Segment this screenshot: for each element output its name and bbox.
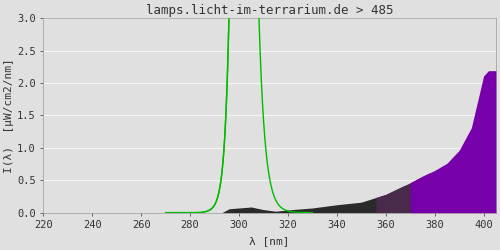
Y-axis label: I(λ)  [μW/cm2/nm]: I(λ) [μW/cm2/nm] [4, 58, 14, 173]
X-axis label: λ [nm]: λ [nm] [250, 236, 290, 246]
Title: lamps.licht-im-terrarium.de > 485: lamps.licht-im-terrarium.de > 485 [146, 4, 394, 17]
